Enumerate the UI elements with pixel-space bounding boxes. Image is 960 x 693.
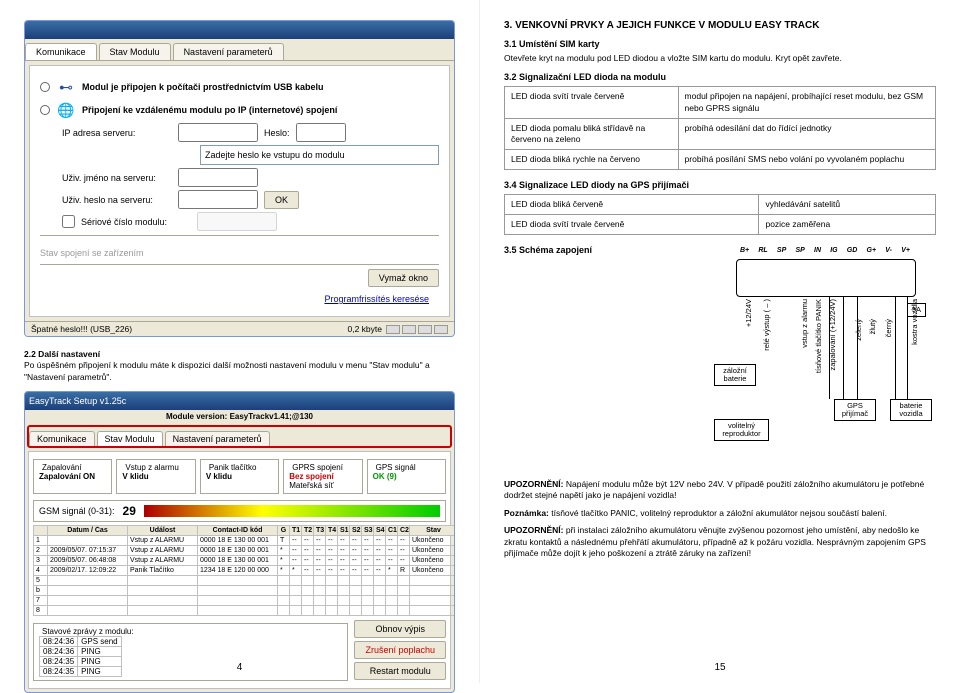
globe-icon: 🌐	[56, 100, 76, 120]
fs-panik: Panik tlačítko	[206, 463, 260, 472]
heading-3-4: 3.4 Signalizace LED diody na GPS přijíma…	[504, 180, 936, 190]
fs-zap: Zapalování	[39, 463, 85, 472]
warn1-label: UPOZORNĚNÍ:	[504, 479, 564, 489]
lbl-cerny: černý	[884, 319, 893, 337]
pw-input[interactable]	[296, 123, 346, 142]
connector	[736, 259, 916, 297]
tab2-nastaveni[interactable]: Nastavení parameterů	[165, 431, 270, 446]
warn2-label: UPOZORNĚNÍ:	[504, 525, 564, 535]
table-3-4: LED dioda bliká červeněvyhledávání satel…	[504, 194, 936, 235]
warn1-text: Napájení modulu může být 12V nebo 24V. V…	[504, 479, 924, 500]
heading-3: 3. VENKOVNÍ PRVKY A JEJICH FUNKCE V MODU…	[504, 20, 936, 31]
status-right: 0,2 kbyte	[348, 324, 383, 334]
event-table: Datum / ČasUdálostContact-ID kódGT1T2T3T…	[33, 525, 455, 616]
zap-on: Zapalování ON	[39, 472, 106, 481]
pw-hint: Zadejte heslo ke vstupu do modulu	[205, 150, 345, 160]
userpw-label: Uživ. heslo na serveru:	[62, 195, 172, 205]
restart-button[interactable]: Restart modulu	[354, 662, 446, 680]
section-2-2-title: 2.2 Další nastavení	[24, 349, 100, 359]
serial-label: Sériové číslo modulu:	[81, 217, 191, 227]
warn2-text: při instalaci záložního akumulátoru věnu…	[504, 525, 926, 558]
tab2-komunikace[interactable]: Komunikace	[29, 431, 95, 446]
vklidu2: V klidu	[206, 472, 273, 481]
para-3-1: Otevřete kryt na modulu pod LED diodou a…	[504, 53, 936, 64]
box-zalozni: záložní baterie	[714, 364, 756, 387]
stav-table: 08:24:36GPS send08:24:36PING08:24:35PING…	[39, 636, 122, 677]
note-text: tísňové tlačítko PANIC, volitelný reprod…	[549, 508, 887, 518]
tab-komunikace[interactable]: Komunikace	[25, 43, 97, 60]
matersit: Mateřská síť	[289, 481, 356, 490]
tab2-stav[interactable]: Stav Modulu	[97, 431, 163, 446]
lbl-kostra: kostra vozidla	[910, 299, 919, 345]
bezspoj: Bez spojení	[289, 472, 356, 481]
flags	[386, 325, 448, 334]
clear-button[interactable]: Vymaž okno	[368, 269, 439, 287]
status-left: Špatné heslo!!! (USB_226)	[31, 324, 132, 334]
titlebar	[25, 21, 454, 39]
box-gps: GPS přijímač	[834, 399, 876, 422]
opt-ip-label: Připojení ke vzdálenému modulu po IP (in…	[82, 105, 337, 115]
wiring-diagram: B+RLSPSPINIGGDG+V-V+ 5A baterie vozidla …	[504, 259, 936, 469]
fs-gps: GPS signál	[373, 463, 419, 472]
pw-label: Heslo:	[264, 128, 290, 138]
vklidu1: V klidu	[122, 472, 189, 481]
screenshot-status-window: EasyTrack Setup v1.25c Module version: E…	[24, 391, 455, 693]
disabled-area: Stav spojení se zařízením	[40, 240, 439, 260]
lbl-1224: +12/24V	[744, 299, 753, 327]
heading-3-1: 3.1 Umístění SIM karty	[504, 39, 936, 49]
stav-title: Stavové zprávy z modulu:	[39, 627, 137, 636]
obnov-button[interactable]: Obnov výpis	[354, 620, 446, 638]
user-label: Uživ. jméno na serveru:	[62, 173, 172, 183]
tab-stav[interactable]: Stav Modulu	[99, 43, 171, 60]
screenshot-connection-window: Komunikace Stav Modulu Nastavení paramet…	[24, 20, 455, 337]
ok9: OK (9)	[373, 472, 440, 481]
radio-usb[interactable]	[40, 82, 50, 92]
serial-input	[197, 212, 277, 231]
lbl-panik: tísňové tlačítko PANIK	[814, 299, 823, 373]
opt-usb-label: Modul je připojen k počítači prostřednic…	[82, 82, 324, 92]
lbl-zluty: žlutý	[868, 319, 877, 334]
gsm-bar	[144, 505, 440, 517]
user-input[interactable]	[178, 168, 258, 187]
serial-checkbox[interactable]	[62, 215, 75, 228]
box-baterie: baterie vozidla	[890, 399, 932, 422]
lbl-vstup: vstup z alarmu	[800, 299, 809, 348]
ss2-title: EasyTrack Setup v1.25c	[29, 396, 126, 406]
ip-input[interactable]	[178, 123, 258, 142]
lbl-zeleny: zelený	[854, 319, 863, 341]
gsm-val: 29	[123, 504, 136, 518]
note-label: Poznámka:	[504, 508, 549, 518]
section-2-2-text: Po úspěšném připojení k modulu máte k di…	[24, 360, 430, 381]
page-num-left: 4	[237, 662, 243, 673]
radio-ip[interactable]	[40, 105, 50, 115]
update-link[interactable]: Programfrissítés keresése	[314, 290, 439, 308]
page-num-right: 15	[714, 662, 725, 673]
userpw-input[interactable]	[178, 190, 258, 209]
gsm-label: GSM signál (0-31):	[39, 506, 115, 516]
pin-labels: B+RLSPSPINIGGDG+V-V+	[740, 247, 910, 254]
heading-3-2: 3.2 Signalizační LED dioda na modulu	[504, 72, 936, 82]
table-3-2: LED dioda svítí trvale červeněmodul přip…	[504, 86, 936, 169]
ip-label: IP adresa serveru:	[62, 128, 172, 138]
lbl-rele: relé výstup ( – )	[762, 299, 771, 351]
fs-vstup: Vstup z alarmu	[122, 463, 181, 472]
zrus-button[interactable]: Zrušení poplachu	[354, 641, 446, 659]
module-version: Module version: EasyTrackv1.41;@130	[25, 410, 454, 423]
box-volitelny: volitelný reproduktor	[714, 419, 769, 442]
tab-nastaveni[interactable]: Nastavení parameterů	[173, 43, 284, 60]
ok-button[interactable]: OK	[264, 191, 299, 209]
tabs: Komunikace Stav Modulu Nastavení paramet…	[25, 39, 454, 61]
fs-gprs: GPRS spojení	[289, 463, 346, 472]
usb-icon: ⊷	[56, 77, 76, 97]
